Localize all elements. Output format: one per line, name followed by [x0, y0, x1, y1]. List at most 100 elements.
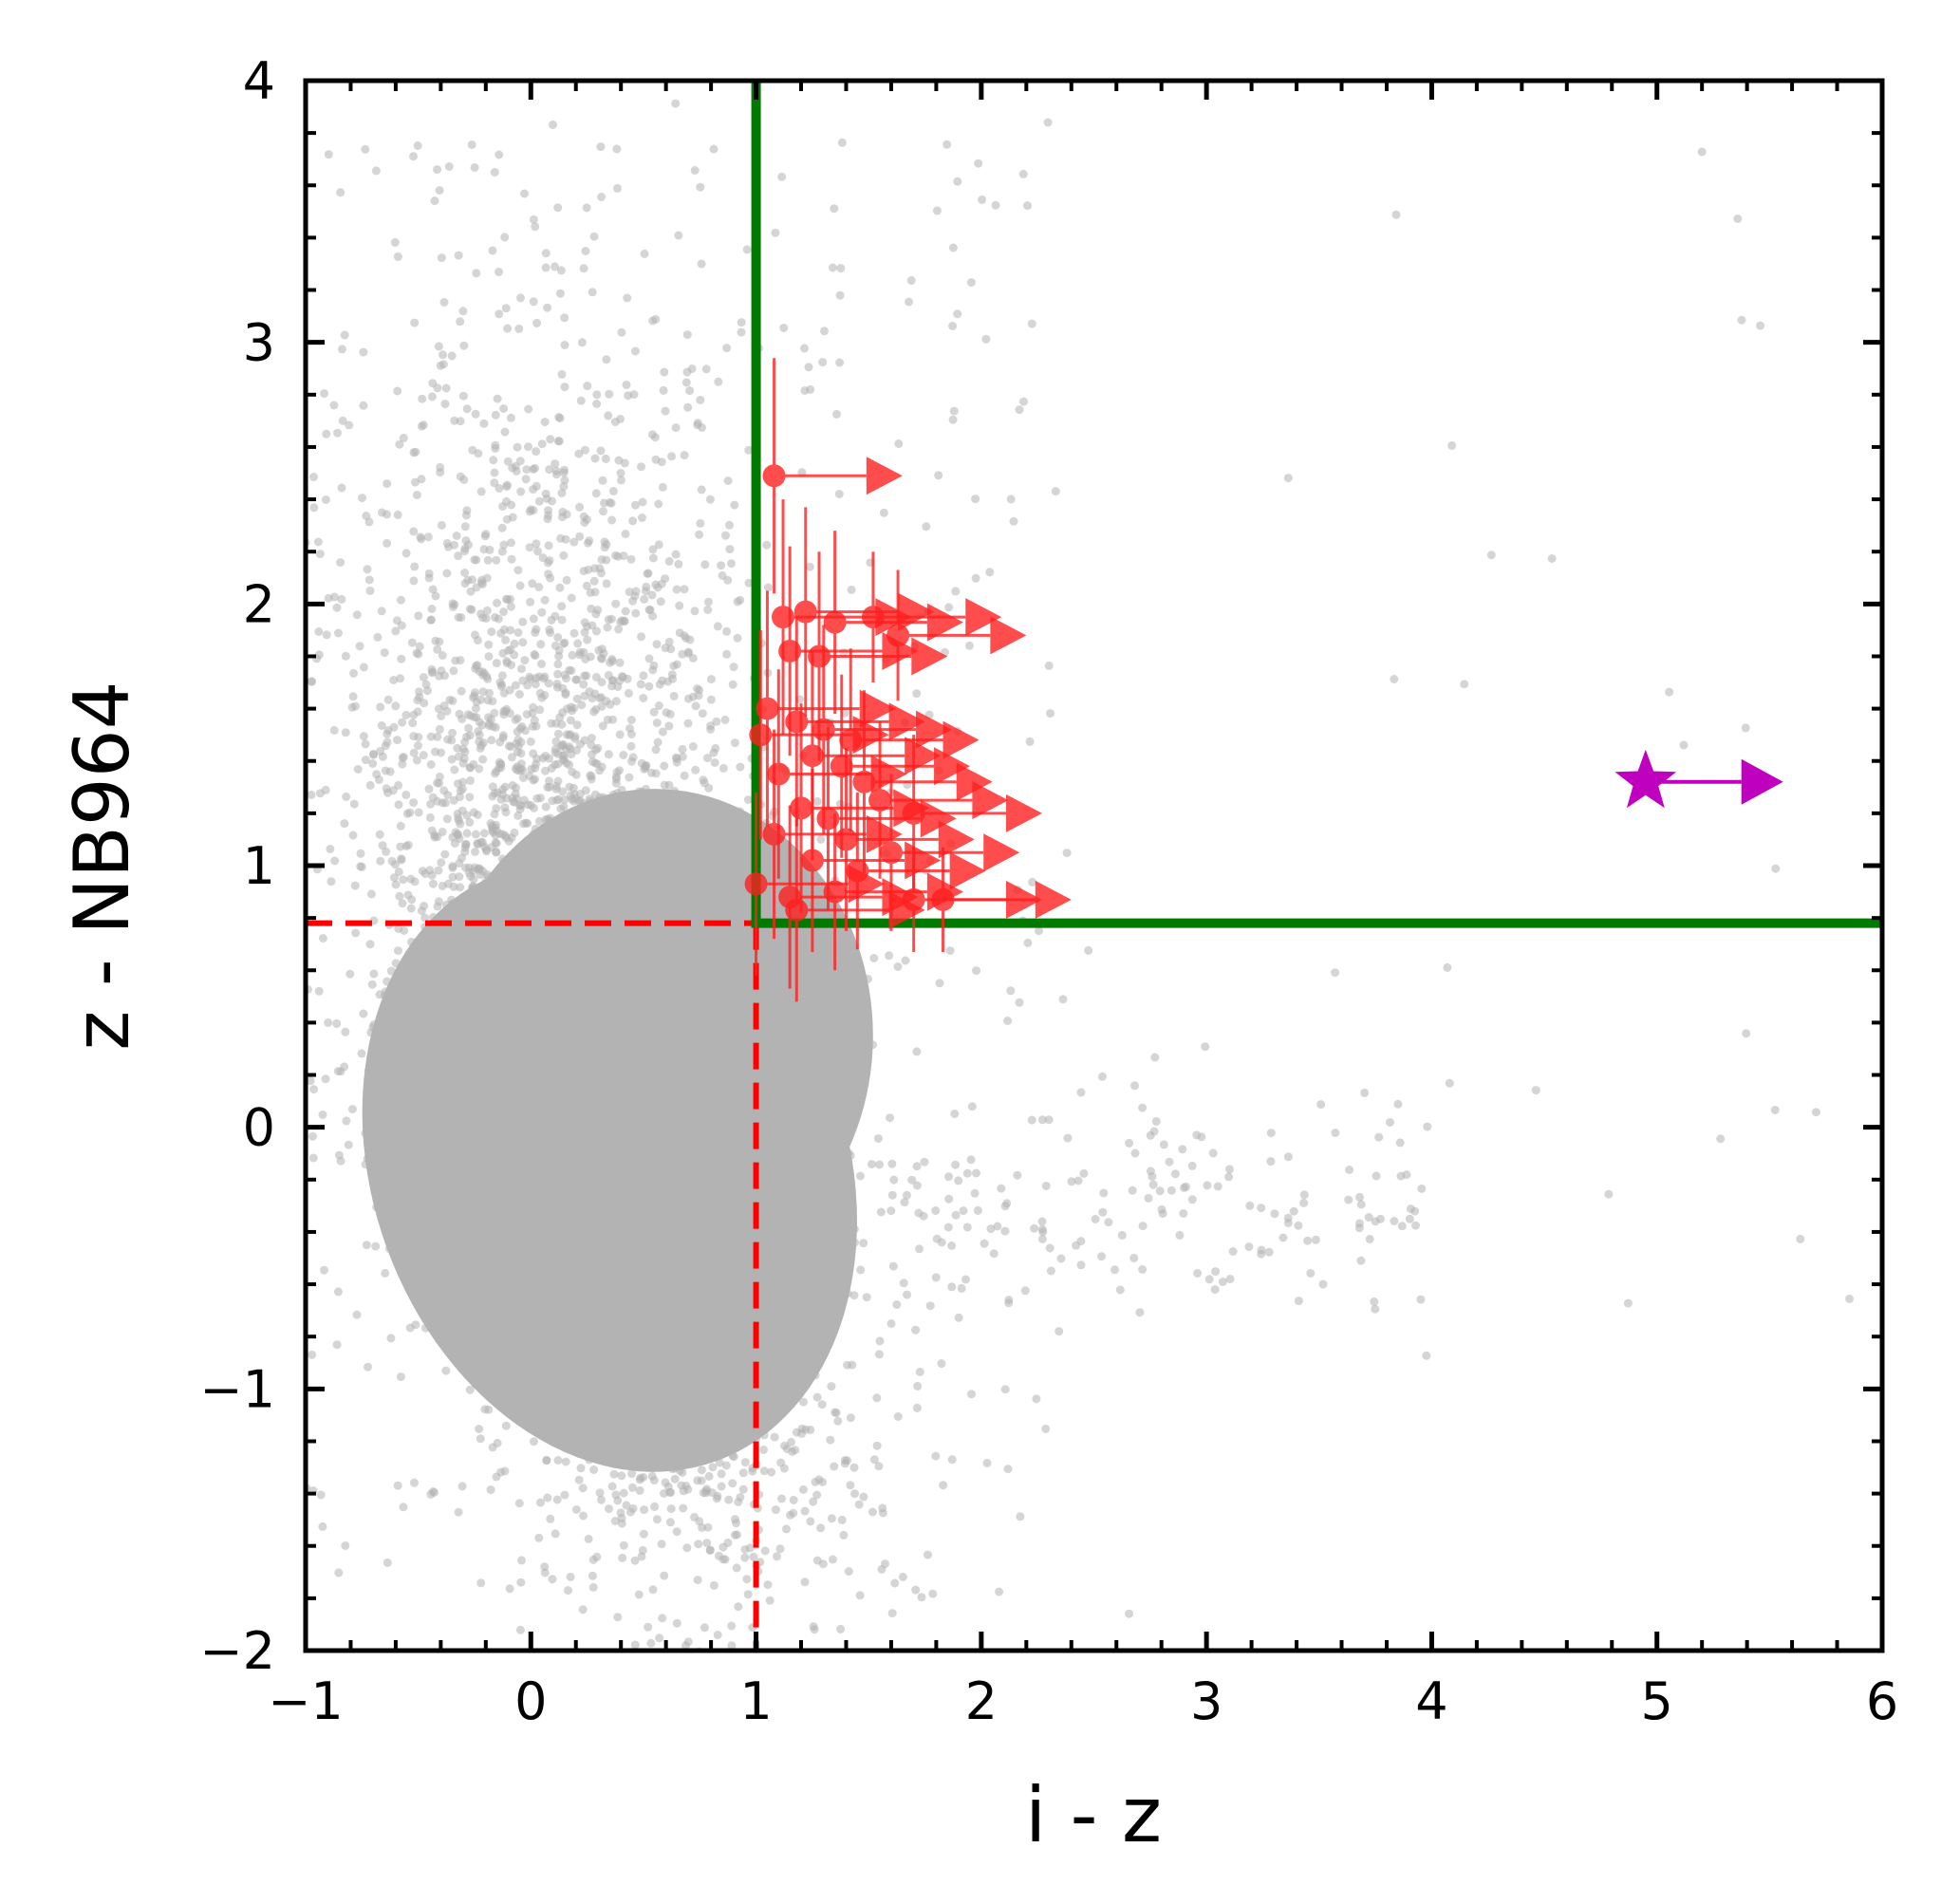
background-point: [486, 1485, 495, 1495]
background-point: [639, 1473, 648, 1482]
background-point: [744, 445, 754, 455]
background-point: [931, 1451, 941, 1461]
background-point: [508, 463, 517, 473]
background-point: [685, 386, 695, 396]
background-point: [799, 1397, 808, 1407]
background-point: [371, 1241, 381, 1251]
background-point: [520, 189, 529, 198]
background-point: [475, 764, 484, 774]
background-point: [396, 821, 405, 831]
background-point: [709, 1580, 719, 1590]
background-point: [368, 759, 378, 768]
background-point: [704, 597, 713, 607]
background-point: [383, 729, 392, 738]
background-point: [410, 318, 420, 327]
background-point: [483, 674, 493, 683]
background-point: [469, 874, 478, 884]
background-point: [507, 661, 516, 670]
background-point: [377, 607, 386, 616]
background-point: [644, 1684, 652, 1692]
background-point: [579, 680, 588, 689]
background-point: [714, 1551, 723, 1560]
background-point: [582, 203, 591, 213]
background-point: [553, 669, 563, 679]
background-point: [449, 882, 458, 891]
background-point: [572, 694, 582, 703]
background-point: [722, 626, 732, 636]
background-point: [554, 651, 564, 661]
background-point: [578, 1605, 588, 1615]
background-point: [463, 710, 473, 719]
background-point: [579, 567, 588, 576]
background-point: [572, 745, 581, 755]
background-point: [501, 1421, 511, 1430]
background-point: [648, 553, 658, 563]
background-point: [679, 1503, 688, 1513]
background-point: [505, 1584, 514, 1594]
background-point: [513, 747, 522, 756]
background-point: [465, 1385, 475, 1394]
background-point: [485, 688, 494, 698]
background-point: [613, 1613, 623, 1622]
background-point: [775, 1544, 785, 1554]
background-point: [681, 1684, 690, 1692]
background-point: [324, 593, 333, 603]
background-point: [482, 573, 492, 583]
background-point: [316, 1490, 326, 1500]
background-point: [622, 1501, 631, 1510]
background-point: [674, 559, 683, 569]
background-point: [854, 1500, 864, 1509]
background-point: [874, 1350, 884, 1359]
background-point: [394, 868, 403, 877]
background-point: [640, 594, 649, 604]
background-point: [382, 847, 391, 856]
background-point: [555, 289, 565, 298]
background-point: [592, 390, 602, 400]
background-point: [652, 640, 662, 649]
background-point: [394, 780, 403, 790]
background-point: [798, 1484, 808, 1494]
background-point: [462, 829, 472, 838]
background-point: [500, 803, 510, 812]
background-point: [469, 808, 478, 817]
background-point: [663, 677, 673, 686]
background-point: [492, 555, 501, 565]
background-point: [490, 468, 499, 477]
background-point: [566, 1572, 575, 1581]
background-point: [556, 741, 566, 751]
background-point: [391, 701, 401, 711]
background-point: [330, 856, 340, 866]
background-point: [430, 832, 439, 842]
background-point: [705, 495, 715, 504]
background-point: [478, 755, 488, 764]
background-point: [542, 1456, 551, 1465]
background-point: [428, 585, 438, 594]
background-point: [498, 731, 508, 740]
background-point: [699, 1488, 708, 1498]
background-point: [537, 693, 547, 702]
background-point: [405, 808, 415, 817]
background-point: [603, 623, 612, 632]
background-point: [743, 1590, 753, 1599]
background-point: [725, 520, 734, 530]
background-point: [677, 1481, 686, 1490]
background-point: [390, 873, 399, 883]
background-point: [338, 416, 347, 425]
background-point: [515, 1625, 525, 1634]
background-point: [630, 1640, 640, 1650]
background-point: [536, 640, 546, 649]
background-point: [733, 633, 742, 643]
background-point: [376, 856, 385, 866]
background-point: [727, 1621, 737, 1631]
background-point: [564, 1586, 572, 1596]
background-point: [490, 478, 499, 488]
background-point: [398, 718, 407, 727]
background-point: [290, 628, 299, 637]
background-point: [627, 1483, 637, 1492]
background-point: [810, 1625, 819, 1634]
background-point: [342, 1116, 351, 1126]
background-point: [721, 531, 730, 540]
background-point: [537, 660, 546, 668]
background-point: [476, 609, 486, 619]
background-point: [848, 1360, 857, 1370]
